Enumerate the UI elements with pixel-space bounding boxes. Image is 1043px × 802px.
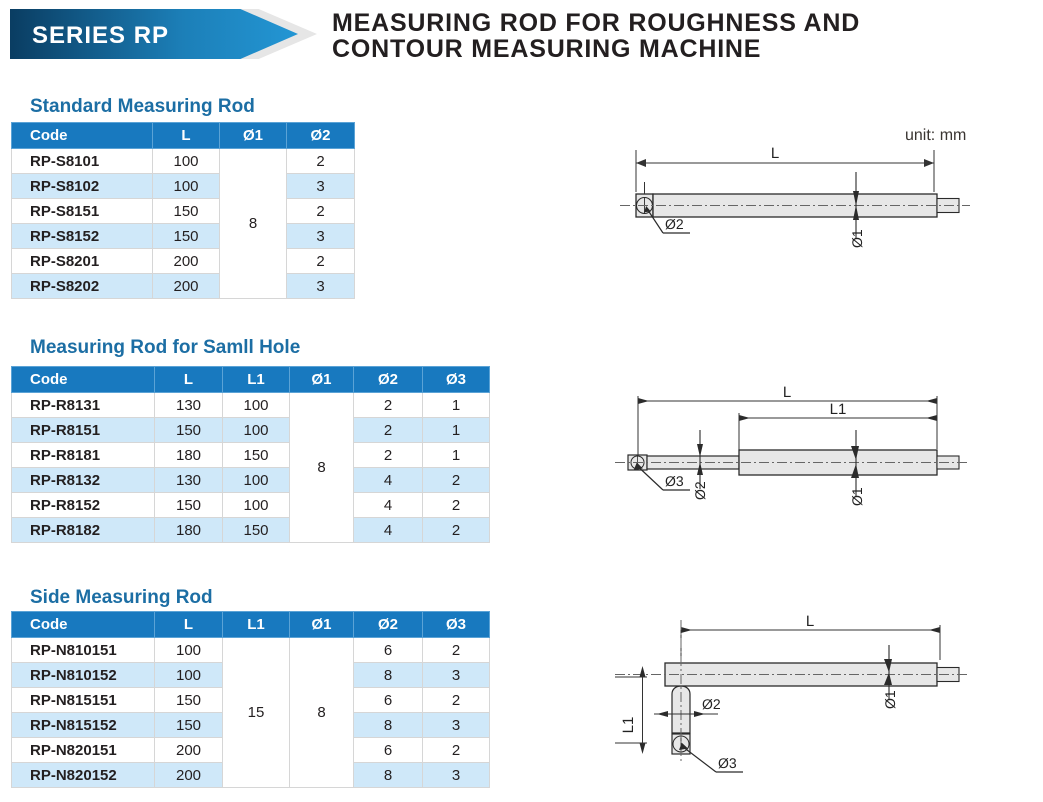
svg-text:L: L — [783, 384, 791, 401]
svg-text:L1: L1 — [830, 401, 847, 418]
svg-text:L: L — [806, 613, 814, 630]
svg-text:Ø1: Ø1 — [849, 229, 865, 248]
svg-text:Ø2: Ø2 — [702, 696, 721, 712]
svg-text:Ø1: Ø1 — [882, 690, 898, 709]
svg-text:Ø2: Ø2 — [665, 216, 684, 232]
svg-text:L1: L1 — [620, 717, 637, 734]
svg-text:Ø2: Ø2 — [692, 481, 708, 500]
svg-text:unit: mm: unit: mm — [905, 127, 966, 144]
svg-text:L: L — [771, 145, 779, 162]
svg-text:Ø3: Ø3 — [665, 473, 684, 489]
svg-text:Ø3: Ø3 — [718, 755, 737, 771]
svg-text:Ø1: Ø1 — [849, 487, 865, 506]
